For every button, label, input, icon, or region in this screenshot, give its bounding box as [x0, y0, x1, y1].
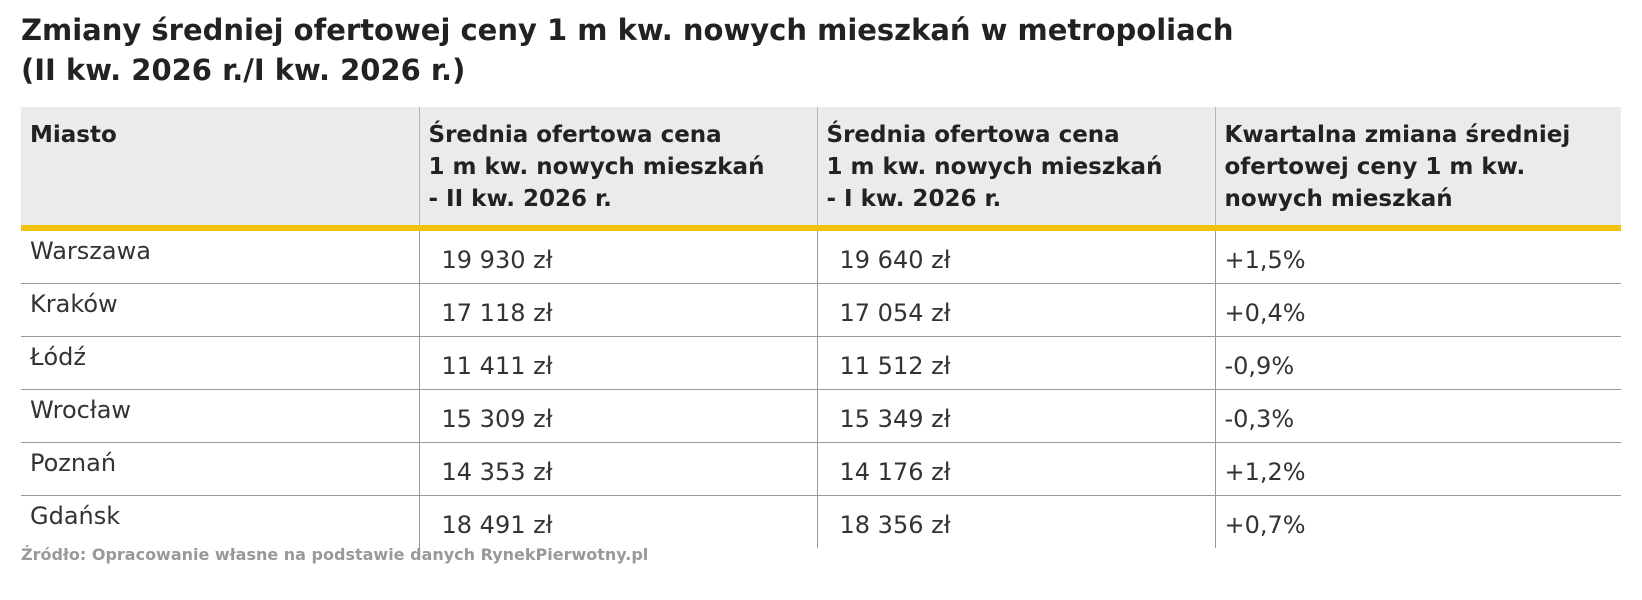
price-cell: 14 353 zł	[418, 442, 817, 496]
change-cell: +1,2%	[1214, 442, 1621, 496]
price-cell: 18 491 zł	[418, 495, 817, 548]
city-cell: Poznań	[21, 442, 419, 496]
table-row: Łódź 11 411 zł 11 512 zł -0,9%	[21, 336, 1621, 390]
table-row: Kraków 17 118 zł 17 054 zł +0,4%	[21, 283, 1621, 337]
header-line: Średnia ofertowa cena	[826, 122, 1120, 148]
header-cell: Średnia ofertowa cena 1 m kw. nowych mies…	[418, 107, 817, 231]
price-cell: 19 930 zł	[418, 227, 817, 284]
title: Zmiany średniej ofertowej ceny 1 m kw. n…	[21, 10, 1234, 90]
city-cell: Łódź	[21, 336, 419, 390]
header-line: 1 m kw. nowych mieszkań	[826, 154, 1163, 180]
header-line: Miasto	[30, 122, 117, 148]
change-cell: +0,4%	[1214, 283, 1621, 337]
change-cell: -0,9%	[1214, 336, 1621, 390]
price-cell: 17 054 zł	[816, 283, 1215, 337]
price-cell: 15 309 zł	[418, 389, 817, 443]
header-line: - I kw. 2026 r.	[826, 186, 1002, 212]
city-cell: Wrocław	[21, 389, 419, 443]
city-cell: Gdańsk	[30, 502, 121, 530]
header-line: 1 m kw. nowych mieszkań	[428, 154, 765, 180]
header-line: nowych mieszkań	[1224, 186, 1453, 212]
change-cell: +1,5%	[1214, 227, 1621, 284]
header-cell: Średnia ofertowa cena 1 m kw. nowych mies…	[816, 107, 1215, 231]
change-cell: +0,7%	[1214, 495, 1621, 548]
table-row: Warszawa 19 930 zł 19 640 zł +1,5%	[21, 227, 1621, 284]
city-cell: Kraków	[21, 283, 419, 337]
header-row: Miasto Średnia ofertowa cena 1 m kw. nowyc…	[21, 107, 1621, 231]
header-cell: Miasto	[21, 107, 419, 231]
source-note: Źródło: Opracowanie własne na podstawie …	[21, 545, 649, 564]
table-body: Warszawa 19 930 zł 19 640 zł +1,5% Kraków 17 …	[21, 227, 1621, 548]
table-row: Poznań 14 353 zł 14 176 zł +1,2%	[21, 442, 1621, 496]
header-line: ofertowej ceny 1 m kw.	[1224, 154, 1526, 180]
price-cell: 15 349 zł	[816, 389, 1215, 443]
title-line: Zmiany średniej ofertowej ceny 1 m kw. n…	[21, 13, 1234, 47]
table-row: Gdańsk 18 491 zł 18 356 zł +0,7%	[21, 495, 1621, 548]
table-row: Wrocław 15 309 zł 15 349 zł -0,3%	[21, 389, 1621, 443]
price-cell: 14 176 zł	[816, 442, 1215, 496]
price-cell: 18 356 zł	[816, 495, 1215, 548]
header-line: Średnia ofertowa cena	[428, 122, 722, 148]
price-cell: 11 512 zł	[816, 336, 1215, 390]
header-line: - II kw. 2026 r.	[428, 186, 612, 212]
price-cell: 17 118 zł	[418, 283, 817, 337]
change-cell: -0,3%	[1214, 389, 1621, 443]
price-table: Miasto Średnia ofertowa cena 1 m kw. nowyc…	[21, 107, 1621, 548]
title-line: (II kw. 2026 r./I kw. 2026 r.)	[21, 53, 466, 87]
header-cell: Kwartalna zmiana średniej ofertowej ceny …	[1214, 107, 1621, 231]
price-cell: 11 411 zł	[418, 336, 817, 390]
price-cell: 19 640 zł	[816, 227, 1215, 284]
header-line: Kwartalna zmiana średniej	[1224, 122, 1571, 148]
city-cell: Warszawa	[21, 227, 419, 284]
